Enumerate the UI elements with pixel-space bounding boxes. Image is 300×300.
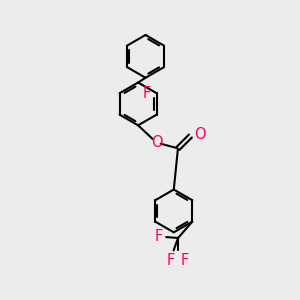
Text: O: O — [194, 127, 206, 142]
Text: O: O — [151, 135, 162, 150]
Text: F: F — [155, 229, 163, 244]
Text: F: F — [181, 254, 189, 268]
Text: F: F — [143, 86, 151, 101]
Text: F: F — [167, 254, 175, 268]
